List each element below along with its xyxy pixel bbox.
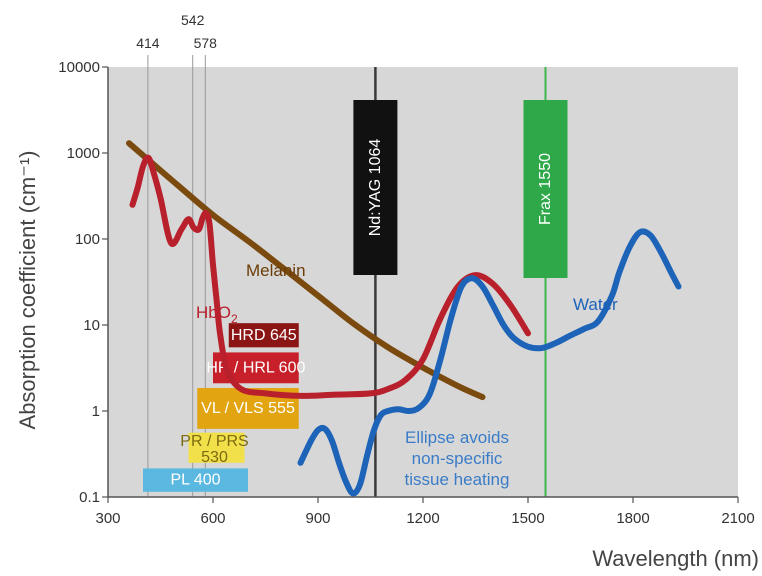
ellipse-note-line-1: Ellipse avoids: [405, 428, 509, 447]
y-tick-label-10000: 10000: [58, 59, 100, 76]
x-tick-label-1200: 1200: [406, 510, 439, 527]
y-axis-title: Absorption coefficient (cm⁻¹): [15, 151, 40, 430]
hbo2-label: HbO2: [196, 303, 238, 326]
x-tick-label-1800: 1800: [616, 510, 649, 527]
y-tick-label-10: 10: [83, 317, 100, 334]
annotations: Melanin HbO2 Water Ellipse avoids non-specif…: [196, 261, 618, 489]
hbo2-subscript: 2: [231, 312, 238, 326]
water-label: Water: [573, 295, 618, 314]
filter-label-pr-prs-line-1: PR / PRS: [180, 433, 248, 450]
reference-label-414: 414: [136, 35, 160, 51]
x-tick-label-900: 900: [305, 510, 330, 527]
x-tick-label-1500: 1500: [511, 510, 544, 527]
y-tick-label-1: 1: [92, 403, 100, 420]
filter-label-hrd-645: HRD 645: [231, 327, 297, 344]
absorption-curves: [126, 140, 682, 497]
laser-lines: Nd:YAG 1064 Frax 1550: [353, 67, 568, 497]
filter-label-pl-400: PL 400: [170, 472, 220, 489]
filter-label-hr-hrl-600: HR / HRL 600: [206, 359, 305, 376]
axes: 10000 1000 100 10 1 0.1 300 600 900 1200 1500 1800 2…: [58, 59, 754, 527]
filter-label-vl-vls-555: VL / VLS 555: [201, 400, 295, 417]
laser-label-frax-1550: Frax 1550: [537, 153, 554, 225]
y-tick-label-0.1: 0.1: [79, 489, 100, 506]
x-tick-label-600: 600: [200, 510, 225, 527]
x-axis-title: Wavelength (nm): [592, 546, 759, 571]
reference-lines: 414 542 578: [136, 12, 217, 497]
laser-box-frax-1550: [523, 100, 568, 278]
reference-label-578: 578: [194, 35, 218, 51]
y-tick-label-1000: 1000: [67, 145, 100, 162]
filter-box-pl-400: [143, 468, 248, 492]
series-line-melanin: [126, 140, 486, 401]
laser-label-nd-yag-1064: Nd:YAG 1064: [367, 139, 384, 237]
laser-box-nd-yag-1064: [353, 100, 398, 275]
melanin-label: Melanin: [246, 261, 306, 280]
x-tick-label-300: 300: [95, 510, 120, 527]
ellipse-note-line-2: non-specific: [412, 449, 503, 468]
filter-label-pr-prs-line-2: 530: [201, 449, 228, 466]
reference-label-542: 542: [181, 12, 205, 28]
y-tick-label-100: 100: [75, 231, 100, 248]
filter-boxes: HRD 645 HR / HRL 600 VL / VLS 555 PR / PRS5…: [143, 323, 305, 492]
series-line-hbo: [129, 154, 531, 399]
x-tick-label-2100: 2100: [721, 510, 754, 527]
filter-box-pr-prs: [188, 432, 245, 463]
filter-box-hrd-645: [228, 323, 299, 348]
ellipse-note-line-3: tissue heating: [405, 470, 510, 489]
series-line-water: [297, 228, 682, 497]
